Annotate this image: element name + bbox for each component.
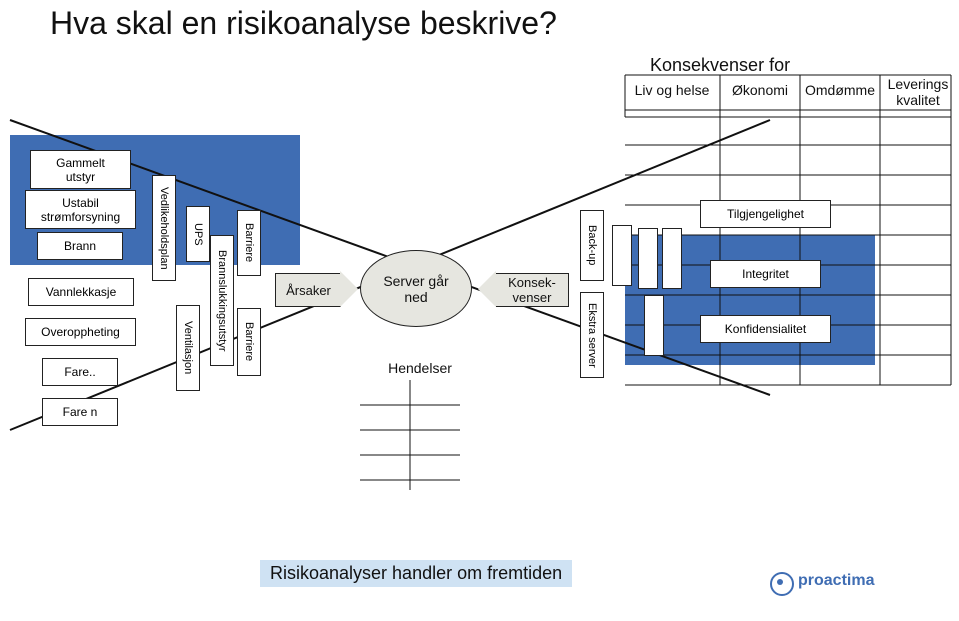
arrow-arsaker-head-outline [340, 271, 358, 307]
arrow-arsaker-label: Årsaker [286, 283, 331, 298]
cause-vannlekkasje: Vannlekkasje [28, 278, 134, 306]
barrier-backup: Back-up [580, 210, 604, 281]
arrow-konsekvenser: Konsek- venser [496, 273, 569, 307]
barrier-ups: UPS [186, 206, 210, 262]
barrier-ekstra-server: Ekstra server [580, 292, 604, 378]
arrow-konsekvenser-head [478, 271, 496, 307]
barrier-blank-4 [644, 295, 664, 356]
barrier-blank-2 [638, 228, 658, 289]
label-hendelser: Hendelser [380, 360, 460, 376]
arrow-arsaker: Årsaker [275, 273, 341, 307]
logo-icon [770, 572, 794, 596]
cause-gammelt-utstyr: Gammelt utstyr [30, 150, 131, 189]
barrier-barriere-2: Barriere [237, 308, 261, 376]
subtitle: Konsekvenser for [650, 55, 790, 76]
prop-integritet: Integritet [710, 260, 821, 288]
prop-tilgjengelighet: Tilgjengelighet [700, 200, 831, 228]
center-event: Server går ned [360, 250, 472, 327]
banner-text: Risikoanalyser handler om fremtiden [260, 560, 572, 587]
barrier-brannslukking: Brannslukkingsutstyr [210, 235, 234, 366]
header-okonomi: Økonomi [725, 82, 795, 98]
logo-text: proactima [798, 572, 874, 590]
cause-brann: Brann [37, 232, 123, 260]
cause-fare-n: Fare n [42, 398, 118, 426]
barrier-blank-1 [612, 225, 632, 286]
page-title: Hva skal en risikoanalyse beskrive? [50, 5, 557, 42]
diagram-root: Hva skal en risikoanalyse beskrive? Kons… [0, 0, 959, 621]
prop-konfidensialitet: Konfidensialitet [700, 315, 831, 343]
header-liv-og-helse: Liv og helse [632, 82, 712, 98]
header-omdomme: Omdømme [805, 82, 875, 98]
barrier-blank-3 [662, 228, 682, 289]
barrier-ventilasjon: Ventilasjon [176, 305, 200, 391]
barrier-vedlikeholdsplan: Vedlikeholdsplan [152, 175, 176, 281]
barrier-barriere-1: Barriere [237, 210, 261, 276]
cause-fare: Fare.. [42, 358, 118, 386]
cause-ustabil-strom: Ustabil strømforsyning [25, 190, 136, 229]
header-leveringskvalitet: Leverings kvalitet [884, 76, 952, 108]
cause-overoppheting: Overoppheting [25, 318, 136, 346]
arrow-konsekvenser-label: Konsek- venser [508, 275, 556, 305]
